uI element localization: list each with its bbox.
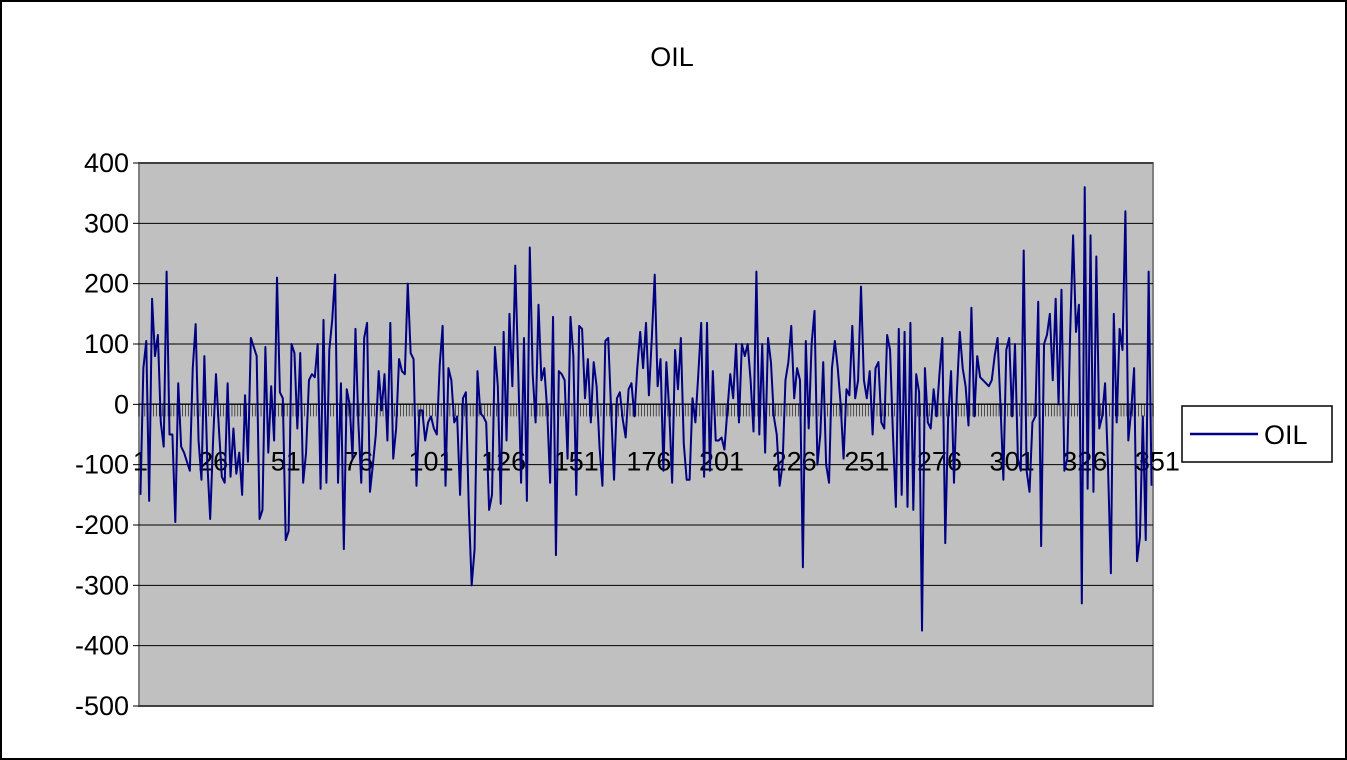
x-tick-label: 251: [844, 446, 889, 476]
y-tick-label: 200: [84, 269, 129, 299]
y-tick-label: -300: [75, 570, 129, 600]
y-tick-label: -500: [75, 691, 129, 721]
legend-label-oil: OIL: [1264, 420, 1308, 450]
y-tick-label: 400: [84, 148, 129, 178]
y-axis-tick-labels: 400 300 200 100 0 -100 -200 -300 -400 -500: [75, 148, 139, 721]
x-tick-label: 51: [271, 446, 301, 476]
y-tick-label: -100: [75, 450, 129, 480]
legend: OIL: [1181, 405, 1333, 463]
x-tick-label: 326: [1062, 446, 1107, 476]
y-tick-label: 0: [114, 389, 129, 419]
plot-background: [138, 162, 1154, 707]
chart-title: OIL: [650, 42, 694, 72]
y-tick-label: -200: [75, 510, 129, 540]
y-tick-label: 100: [84, 329, 129, 359]
y-tick-label: -400: [75, 631, 129, 661]
x-tick-label: 301: [990, 446, 1035, 476]
series-line-oil: [139, 186, 1153, 632]
y-tick-label: 300: [84, 208, 129, 238]
x-tick-label: 201: [699, 446, 744, 476]
